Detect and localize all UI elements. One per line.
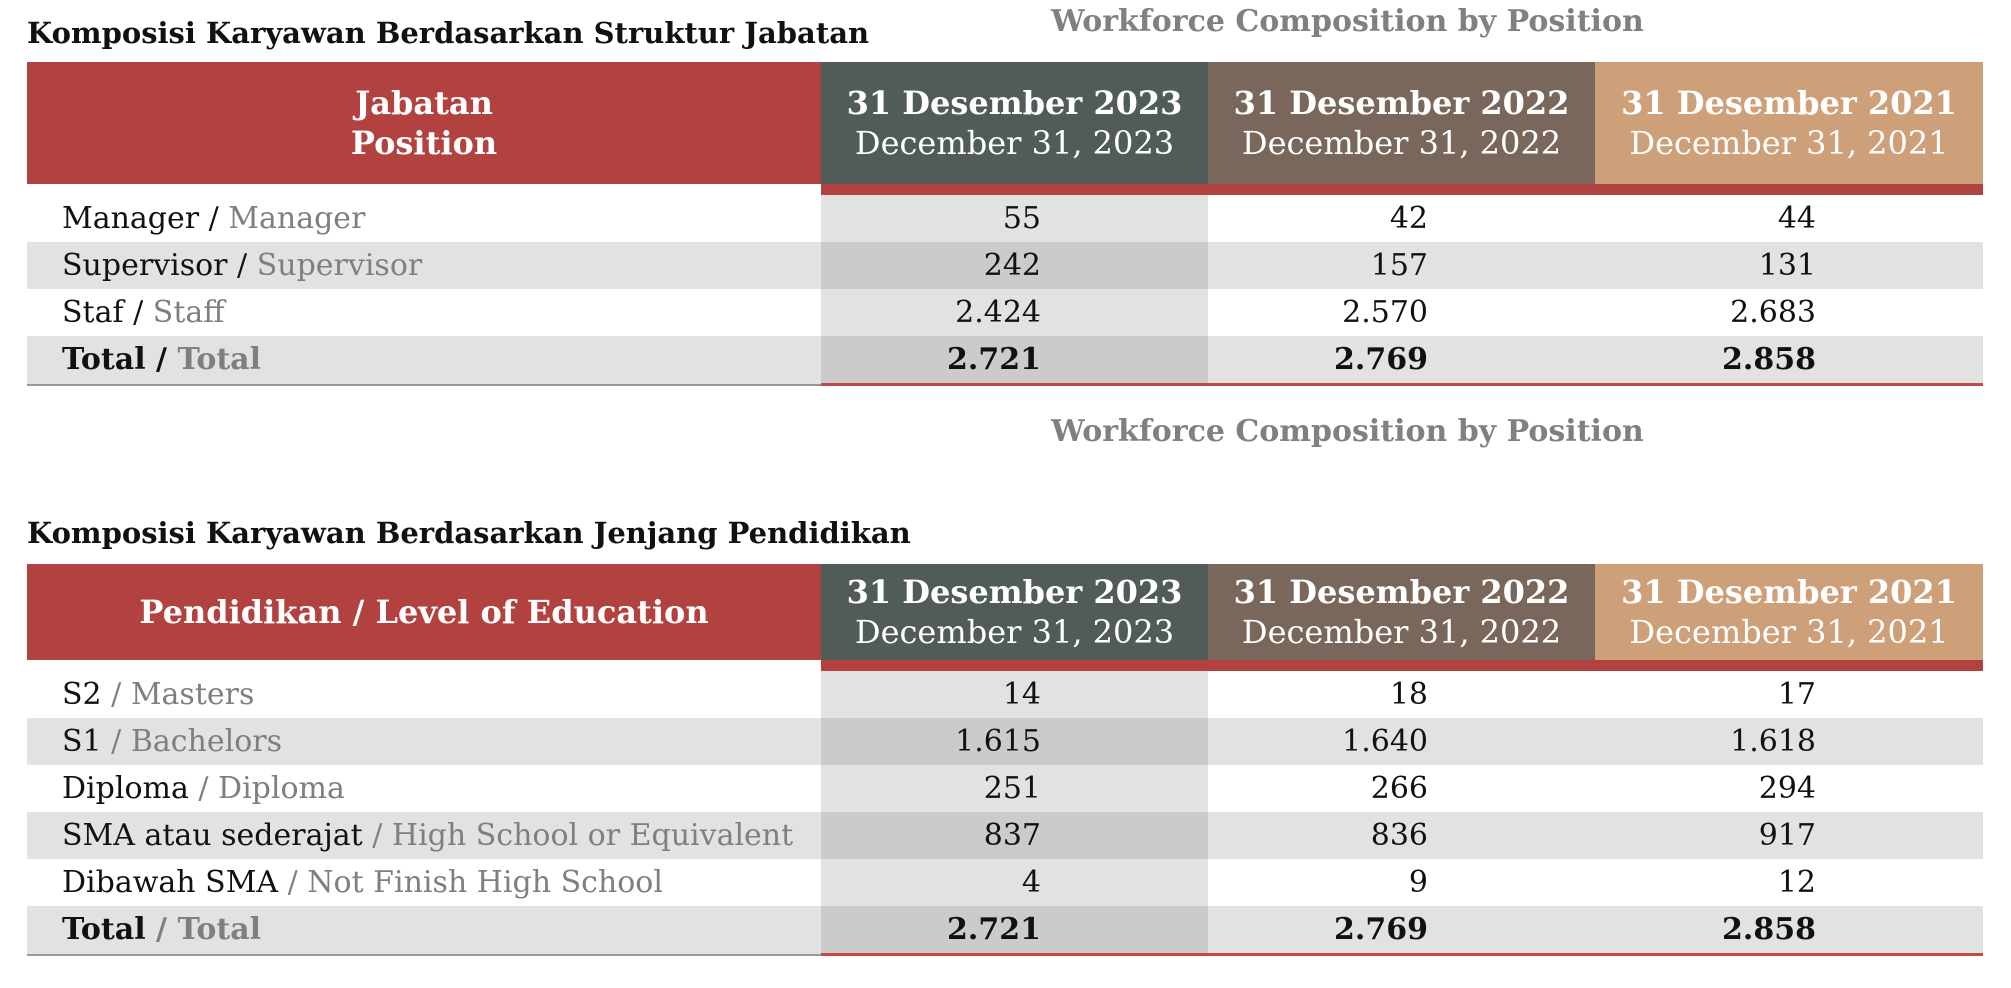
row-label: S2 / Masters — [27, 671, 821, 718]
education-header-2023-ind: 31 Desember 2023 — [846, 573, 1183, 611]
education-header-2023: 31 Desember 2023 December 31, 2023 — [821, 564, 1208, 660]
education-header-rule — [27, 660, 1983, 671]
cell-2023: 14 — [821, 671, 1208, 718]
education-header-2023-eng: December 31, 2023 — [854, 613, 1175, 651]
cell-2021: 131 — [1595, 242, 1983, 289]
position-header-2022-eng: December 31, 2022 — [1241, 124, 1562, 162]
cell-2022: 9 — [1208, 859, 1595, 906]
education-header-2022-ind: 31 Desember 2022 — [1233, 573, 1570, 611]
cell-2021: 294 — [1595, 765, 1983, 812]
total-2021: 2.858 — [1595, 336, 1983, 386]
total-2023: 2.721 — [821, 336, 1208, 386]
cell-2022: 1.640 — [1208, 718, 1595, 765]
position-header-label-ind: Jabatan — [355, 84, 493, 122]
cell-2023: 4 — [821, 859, 1208, 906]
total-label: Total / Total — [27, 906, 821, 956]
table-row: Supervisor / Supervisor 242 157 131 — [27, 242, 1983, 289]
cell-2022: 157 — [1208, 242, 1595, 289]
cell-2023: 251 — [821, 765, 1208, 812]
education-header-2021-eng: December 31, 2021 — [1629, 613, 1949, 651]
row-label: Dibawah SMA / Not Finish High School — [27, 859, 821, 906]
education-header-2022: 31 Desember 2022 December 31, 2022 — [1208, 564, 1595, 660]
education-header-label: Pendidikan / Level of Education — [27, 564, 821, 660]
cell-2023: 837 — [821, 812, 1208, 859]
table-row: Diploma / Diploma 251 266 294 — [27, 765, 1983, 812]
cell-2021: 17 — [1595, 671, 1983, 718]
row-label: Supervisor / Supervisor — [27, 242, 821, 289]
position-section-title: Komposisi Karyawan Berdasarkan Struktur … — [27, 16, 870, 50]
total-2022: 2.769 — [1208, 906, 1595, 956]
cell-2022: 2.570 — [1208, 289, 1595, 336]
table-row: Dibawah SMA / Not Finish High School 4 9… — [27, 859, 1983, 906]
cell-2023: 55 — [821, 195, 1208, 242]
table-row: Manager / Manager 55 42 44 — [27, 195, 1983, 242]
cell-2022: 836 — [1208, 812, 1595, 859]
table-row: SMA atau sederajat / High School or Equi… — [27, 812, 1983, 859]
total-label: Total / Total — [27, 336, 821, 386]
total-row: Total / Total 2.721 2.769 2.858 — [27, 336, 1983, 386]
between-caption: Workforce Composition by Position — [1051, 414, 1644, 449]
position-header-2021: 31 Desember 2021 December 31, 2021 — [1595, 62, 1983, 184]
position-header-label-eng: Position — [350, 124, 498, 162]
education-table: Pendidikan / Level of Education 31 Desem… — [27, 564, 1983, 956]
row-label: Staf / Staff — [27, 289, 821, 336]
cell-2021: 44 — [1595, 195, 1983, 242]
education-header-2021: 31 Desember 2021 December 31, 2021 — [1595, 564, 1983, 660]
cell-2023: 1.615 — [821, 718, 1208, 765]
education-section: Komposisi Karyawan Berdasarkan Jenjang P… — [27, 516, 1983, 986]
education-section-title: Komposisi Karyawan Berdasarkan Jenjang P… — [27, 516, 911, 550]
row-label: S1 / Bachelors — [27, 718, 821, 765]
total-2023: 2.721 — [821, 906, 1208, 956]
position-header-2022: 31 Desember 2022 December 31, 2022 — [1208, 62, 1595, 184]
table-row: Staf / Staff 2.424 2.570 2.683 — [27, 289, 1983, 336]
row-label: Diploma / Diploma — [27, 765, 821, 812]
position-header-rule — [27, 184, 1983, 195]
cell-2021: 1.618 — [1595, 718, 1983, 765]
position-header-2022-ind: 31 Desember 2022 — [1233, 84, 1570, 122]
row-label: SMA atau sederajat / High School or Equi… — [27, 812, 821, 859]
cell-2021: 2.683 — [1595, 289, 1983, 336]
cell-2022: 42 — [1208, 195, 1595, 242]
position-header-2021-eng: December 31, 2021 — [1629, 124, 1949, 162]
cell-2023: 2.424 — [821, 289, 1208, 336]
total-row: Total / Total 2.721 2.769 2.858 — [27, 906, 1983, 956]
cell-2023: 242 — [821, 242, 1208, 289]
position-header-2023-ind: 31 Desember 2023 — [846, 84, 1183, 122]
cell-2022: 266 — [1208, 765, 1595, 812]
education-header-2022-eng: December 31, 2022 — [1241, 613, 1562, 651]
cell-2022: 18 — [1208, 671, 1595, 718]
row-label: Manager / Manager — [27, 195, 821, 242]
position-header-label: Jabatan Position — [27, 62, 821, 184]
table-row: S1 / Bachelors 1.615 1.640 1.618 — [27, 718, 1983, 765]
cell-2021: 12 — [1595, 859, 1983, 906]
table-row: S2 / Masters 14 18 17 — [27, 671, 1983, 718]
position-section-subtitle: Workforce Composition by Position — [1051, 4, 1644, 39]
position-header-2021-ind: 31 Desember 2021 — [1621, 84, 1957, 122]
position-section: Komposisi Karyawan Berdasarkan Struktur … — [27, 0, 1983, 449]
education-header-2021-ind: 31 Desember 2021 — [1621, 573, 1957, 611]
position-table: Jabatan Position 31 Desember 2023 Decemb… — [27, 62, 1983, 386]
position-header-2023: 31 Desember 2023 December 31, 2023 — [821, 62, 1208, 184]
total-2021: 2.858 — [1595, 906, 1983, 956]
cell-2021: 917 — [1595, 812, 1983, 859]
total-2022: 2.769 — [1208, 336, 1595, 386]
position-header-2023-eng: December 31, 2023 — [854, 124, 1175, 162]
